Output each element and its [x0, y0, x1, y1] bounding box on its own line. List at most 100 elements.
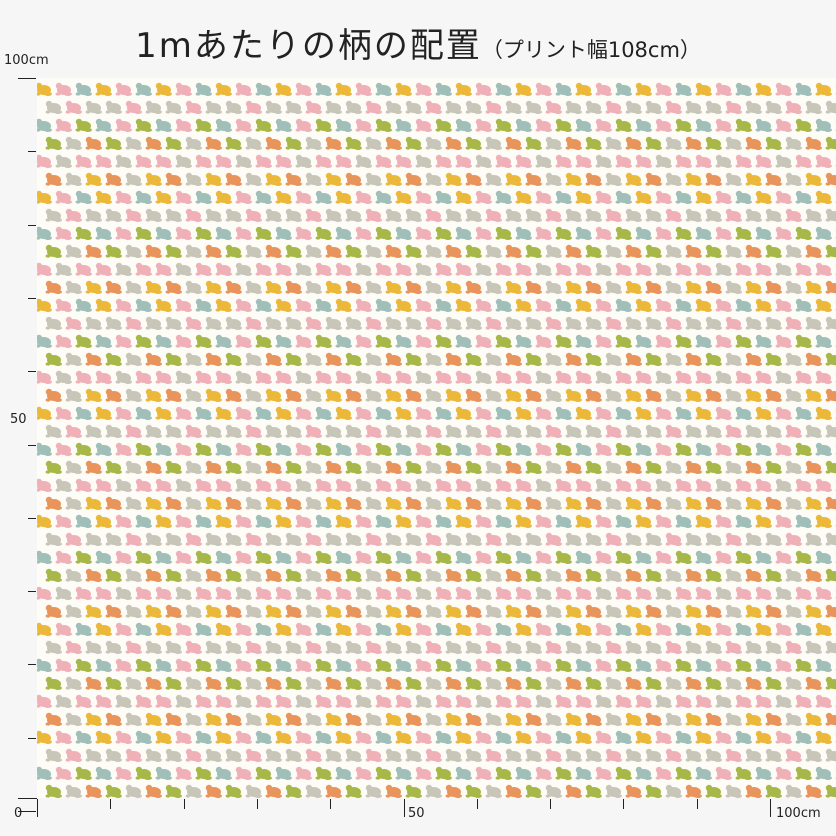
- frog-motif: [555, 694, 572, 708]
- frog-motif: [425, 352, 442, 366]
- frog-motif: [325, 568, 342, 582]
- frog-motif: [425, 604, 442, 618]
- frog-motif: [565, 172, 582, 186]
- frog-motif: [315, 82, 332, 96]
- frog-motif: [415, 622, 432, 636]
- frog-motif: [75, 298, 92, 312]
- frog-motif: [395, 478, 412, 492]
- frog-motif: [545, 784, 562, 798]
- frog-motif: [365, 424, 382, 438]
- frog-motif: [525, 496, 542, 510]
- frog-motif: [565, 244, 582, 258]
- frog-motif: [175, 82, 192, 96]
- frog-motif: [155, 82, 172, 96]
- frog-motif: [665, 244, 682, 258]
- frog-motif: [265, 280, 282, 294]
- frog-motif: [445, 172, 462, 186]
- frog-motif: [95, 262, 112, 276]
- frog-motif: [75, 694, 92, 708]
- frog-motif: [95, 478, 112, 492]
- frog-motif: [735, 226, 752, 240]
- frog-motif: [165, 352, 182, 366]
- frog-motif: [305, 424, 322, 438]
- frog-motif: [665, 460, 682, 474]
- frog-motif: [785, 712, 802, 726]
- frog-motif: [795, 82, 812, 96]
- frog-motif: [55, 190, 72, 204]
- frog-motif: [185, 712, 202, 726]
- frog-motif: [135, 442, 152, 456]
- frog-motif: [275, 658, 292, 672]
- frog-motif: [335, 550, 352, 564]
- frog-motif: [395, 154, 412, 168]
- frog-motif: [625, 532, 642, 546]
- frog-motif: [715, 622, 732, 636]
- frog-motif: [445, 676, 462, 690]
- frog-motif: [635, 298, 652, 312]
- frog-motif: [255, 262, 272, 276]
- frog-motif: [715, 262, 732, 276]
- frog-motif: [225, 388, 242, 402]
- frog-motif: [45, 316, 62, 330]
- frog-motif: [695, 478, 712, 492]
- frog-motif: [155, 586, 172, 600]
- frog-motif: [235, 262, 252, 276]
- frog-motif: [415, 478, 432, 492]
- frog-motif: [755, 586, 772, 600]
- frog-motif: [665, 640, 682, 654]
- frog-motif: [295, 334, 312, 348]
- frog-motif: [55, 622, 72, 636]
- frog-motif: [65, 100, 82, 114]
- frog-motif: [575, 334, 592, 348]
- frog-motif: [135, 154, 152, 168]
- frog-motif: [485, 280, 502, 294]
- frog-motif: [695, 190, 712, 204]
- frog-motif: [535, 478, 552, 492]
- frog-motif: [465, 748, 482, 762]
- frog-motif: [605, 784, 622, 798]
- frog-motif: [535, 190, 552, 204]
- frog-motif: [575, 550, 592, 564]
- frog-motif: [235, 118, 252, 132]
- frog-motif: [285, 280, 302, 294]
- frog-motif: [705, 352, 722, 366]
- frog-motif: [145, 640, 162, 654]
- frog-motif: [465, 460, 482, 474]
- frog-motif: [55, 694, 72, 708]
- frog-motif: [375, 262, 392, 276]
- frog-motif: [205, 136, 222, 150]
- frog-motif: [275, 694, 292, 708]
- frog-motif: [455, 154, 472, 168]
- frog-motif: [385, 100, 402, 114]
- frog-motif: [795, 226, 812, 240]
- frog-motif: [795, 478, 812, 492]
- frog-motif: [295, 370, 312, 384]
- frog-motif: [535, 334, 552, 348]
- frog-motif: [95, 514, 112, 528]
- frog-motif: [565, 676, 582, 690]
- frog-motif: [525, 208, 542, 222]
- frog-motif: [395, 298, 412, 312]
- frog-motif: [275, 586, 292, 600]
- frog-motif: [205, 424, 222, 438]
- frog-motif: [615, 694, 632, 708]
- frog-motif: [725, 244, 742, 258]
- frog-motif: [655, 154, 672, 168]
- frog-motif: [495, 82, 512, 96]
- frog-motif: [205, 784, 222, 798]
- frog-motif: [365, 136, 382, 150]
- frog-motif: [125, 352, 142, 366]
- frog-motif: [355, 586, 372, 600]
- frog-motif: [365, 352, 382, 366]
- frog-motif: [375, 82, 392, 96]
- frog-motif: [455, 226, 472, 240]
- frog-motif: [415, 514, 432, 528]
- frog-motif: [525, 532, 542, 546]
- frog-motif: [37, 118, 52, 132]
- frog-motif: [465, 100, 482, 114]
- frog-motif: [735, 550, 752, 564]
- frog-motif: [675, 658, 692, 672]
- frog-motif: [635, 154, 652, 168]
- frog-motif: [785, 352, 802, 366]
- frog-motif: [515, 478, 532, 492]
